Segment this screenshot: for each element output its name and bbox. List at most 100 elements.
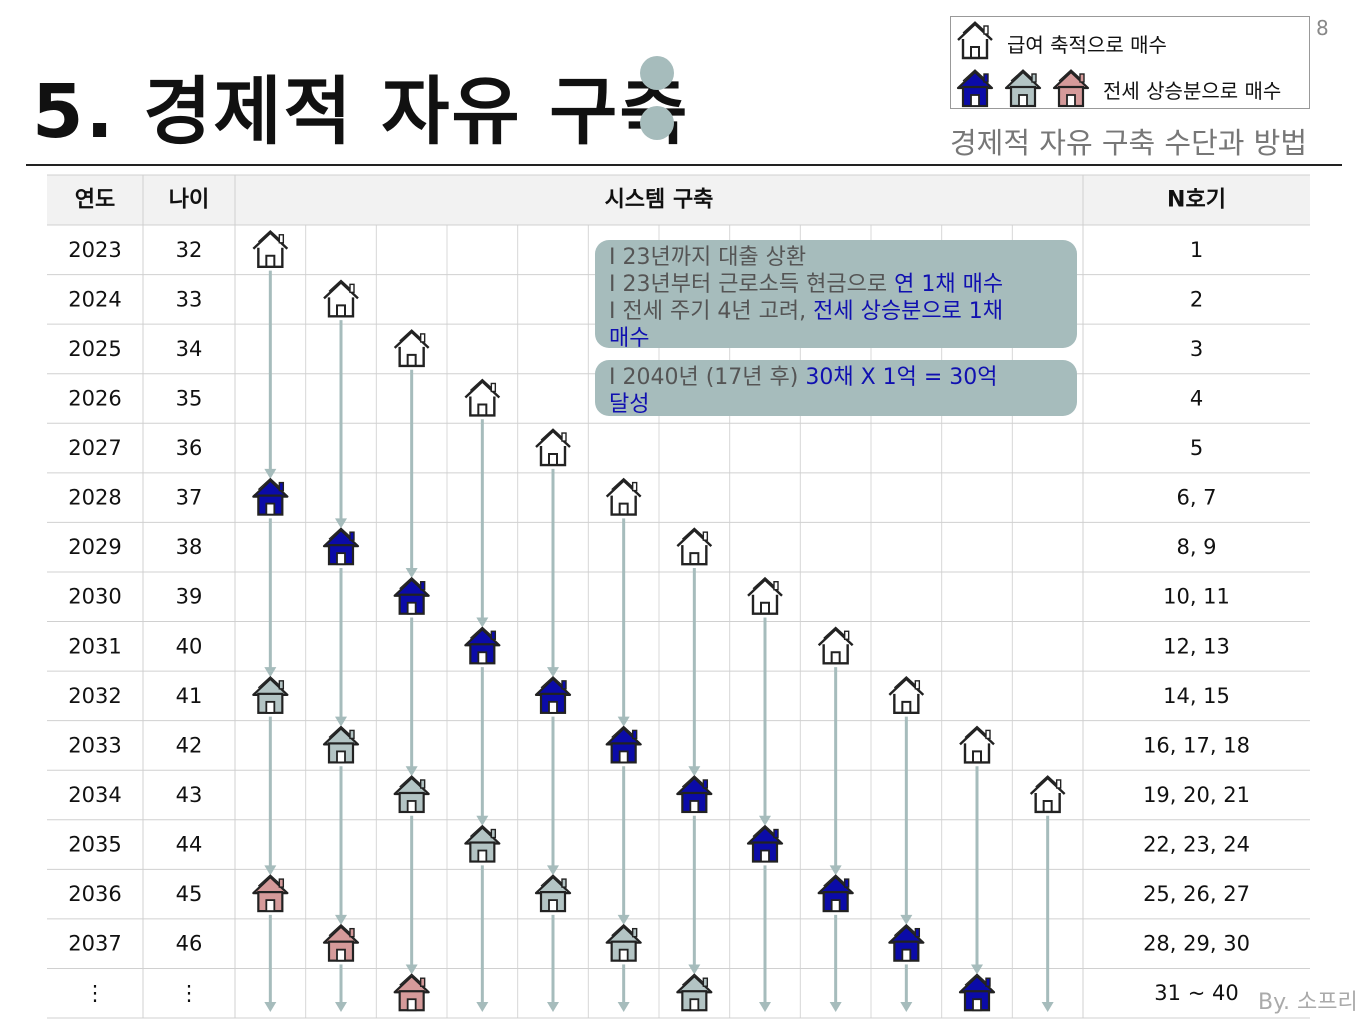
cell-count: 4 — [1190, 386, 1203, 410]
callout-line: I 2040년 (17년 후) 30채 X 1억 = 30억 — [609, 364, 1063, 391]
callout-plan: I 23년까지 대출 상환 I 23년부터 근로소득 현금으로 연 1채 매수 I … — [595, 240, 1077, 351]
house-icon-salary — [676, 527, 713, 566]
house-icon-blue — [464, 626, 501, 665]
legend-house-blue — [956, 69, 994, 108]
legend-house-salary — [957, 21, 993, 60]
header-year: 연도 — [75, 188, 115, 213]
cell-count: 2 — [1190, 287, 1203, 311]
cell-age: 46 — [176, 932, 203, 956]
page-title: 5. 경제적 자유 구축 — [32, 69, 690, 155]
house-icon-blue — [958, 973, 996, 1012]
flow-arrow — [971, 766, 983, 975]
signature: By. 소프리 — [1258, 990, 1358, 1015]
flow-arrow — [264, 914, 277, 1012]
cell-age: 39 — [176, 585, 203, 609]
cell-year: 2030 — [68, 585, 121, 609]
cell-count: 19, 20, 21 — [1143, 783, 1250, 807]
cell-age: 36 — [176, 436, 203, 460]
cell-count: 22, 23, 24 — [1143, 833, 1250, 857]
cell-year: 2033 — [68, 733, 121, 757]
callout-text: I 전세 주기 4년 고려, — [609, 299, 814, 324]
flow-arrow — [829, 667, 842, 876]
house-icon-gray — [534, 874, 572, 913]
cell-age: 40 — [176, 634, 203, 658]
flow-arrow — [900, 716, 913, 925]
cell-age: 33 — [176, 287, 203, 311]
flow-arrow — [405, 815, 418, 975]
house-icon-blue — [534, 676, 572, 714]
cell-year: 2023 — [68, 238, 121, 262]
flow-arrow — [335, 567, 347, 727]
cell-year: 2031 — [68, 634, 121, 658]
house-icon-salary — [957, 21, 993, 60]
cell-age: 38 — [176, 535, 203, 559]
callout-highlight: 30채 X 1억 = 30억 — [805, 365, 998, 390]
cell-age: 34 — [176, 337, 203, 361]
house-icon-salary — [747, 576, 783, 615]
flow-arrow — [264, 270, 277, 479]
cell-count: 16, 17, 18 — [1143, 733, 1250, 757]
title-colon-dot-bottom — [640, 106, 674, 140]
flow-arrow — [547, 914, 559, 1012]
house-icon-salary — [888, 676, 925, 715]
cell-age: 42 — [176, 733, 203, 757]
cell-year: ⋮ — [85, 981, 106, 1005]
cell-age: 37 — [176, 486, 203, 510]
cell-age: 32 — [176, 238, 203, 262]
house-icon-salary — [393, 329, 430, 368]
house-icon-pink — [393, 973, 430, 1012]
house-icon-salary — [323, 279, 359, 318]
page-number: 8 — [1316, 16, 1329, 40]
flow-arrow — [688, 567, 701, 777]
house-icon-blue — [322, 527, 360, 566]
house-icon-salary — [817, 626, 854, 665]
cell-age: 41 — [176, 684, 203, 708]
callout-line: I 전세 주기 4년 고려, 전세 상승분으로 1채 — [609, 298, 1063, 325]
flow-arrow — [264, 518, 277, 678]
legend: 급여 축적으로 매수 전세 상승분으로 매수 — [950, 16, 1310, 109]
house-icon-salary — [252, 229, 289, 268]
callout-line: I 23년부터 근로소득 현금으로 연 1채 매수 — [609, 271, 1063, 298]
callout-line: I 23년까지 대출 상환 — [609, 244, 1063, 271]
flow-arrow — [476, 419, 489, 628]
cell-year: 2035 — [68, 833, 121, 857]
flow-arrow — [759, 617, 771, 826]
cell-year: 2036 — [68, 882, 121, 906]
house-icon-blue — [956, 69, 994, 108]
house-icon-blue — [746, 824, 784, 863]
flow-arrow — [829, 914, 842, 1012]
flow-arrow — [759, 865, 771, 1012]
house-icon-gray — [393, 775, 430, 814]
house-icon-gray — [464, 824, 501, 863]
cell-age: ⋮ — [179, 981, 200, 1005]
cell-age: 43 — [176, 783, 203, 807]
flow-arrow — [617, 518, 630, 727]
cell-year: 2029 — [68, 535, 121, 559]
house-icon-salary — [1029, 775, 1066, 814]
flow-arrow — [405, 369, 418, 578]
callout-highlight: 매수 — [609, 326, 650, 351]
cell-count: 12, 13 — [1163, 634, 1230, 658]
callout-text: I 23년까지 대출 상환 — [609, 245, 807, 270]
callout-highlight: 전세 상승분으로 1채 — [813, 299, 1004, 324]
legend-label-jeonse: 전세 상승분으로 매수 — [1103, 79, 1282, 103]
flow-arrow — [264, 716, 277, 876]
house-icon-blue — [676, 775, 713, 814]
cell-count: 8, 9 — [1176, 535, 1216, 559]
cell-count: 3 — [1190, 337, 1203, 361]
cell-year: 2034 — [68, 783, 121, 807]
flow-arrow — [335, 320, 347, 529]
cell-year: 2032 — [68, 684, 121, 708]
house-icon-gray — [322, 725, 360, 764]
callout-text: I 2040년 (17년 후) — [609, 365, 806, 390]
legend-label-salary: 급여 축적으로 매수 — [1007, 33, 1167, 57]
callout-line: 매수 — [609, 325, 1063, 352]
cell-year: 2028 — [68, 486, 121, 510]
house-icon-salary — [959, 725, 995, 764]
house-icon-pink — [322, 923, 360, 962]
legend-house-gray — [1004, 69, 1042, 108]
callout-line: 달성 — [609, 391, 1063, 418]
subtitle: 경제적 자유 구축 수단과 방법 — [950, 126, 1308, 160]
house-icon-gray — [676, 973, 713, 1012]
